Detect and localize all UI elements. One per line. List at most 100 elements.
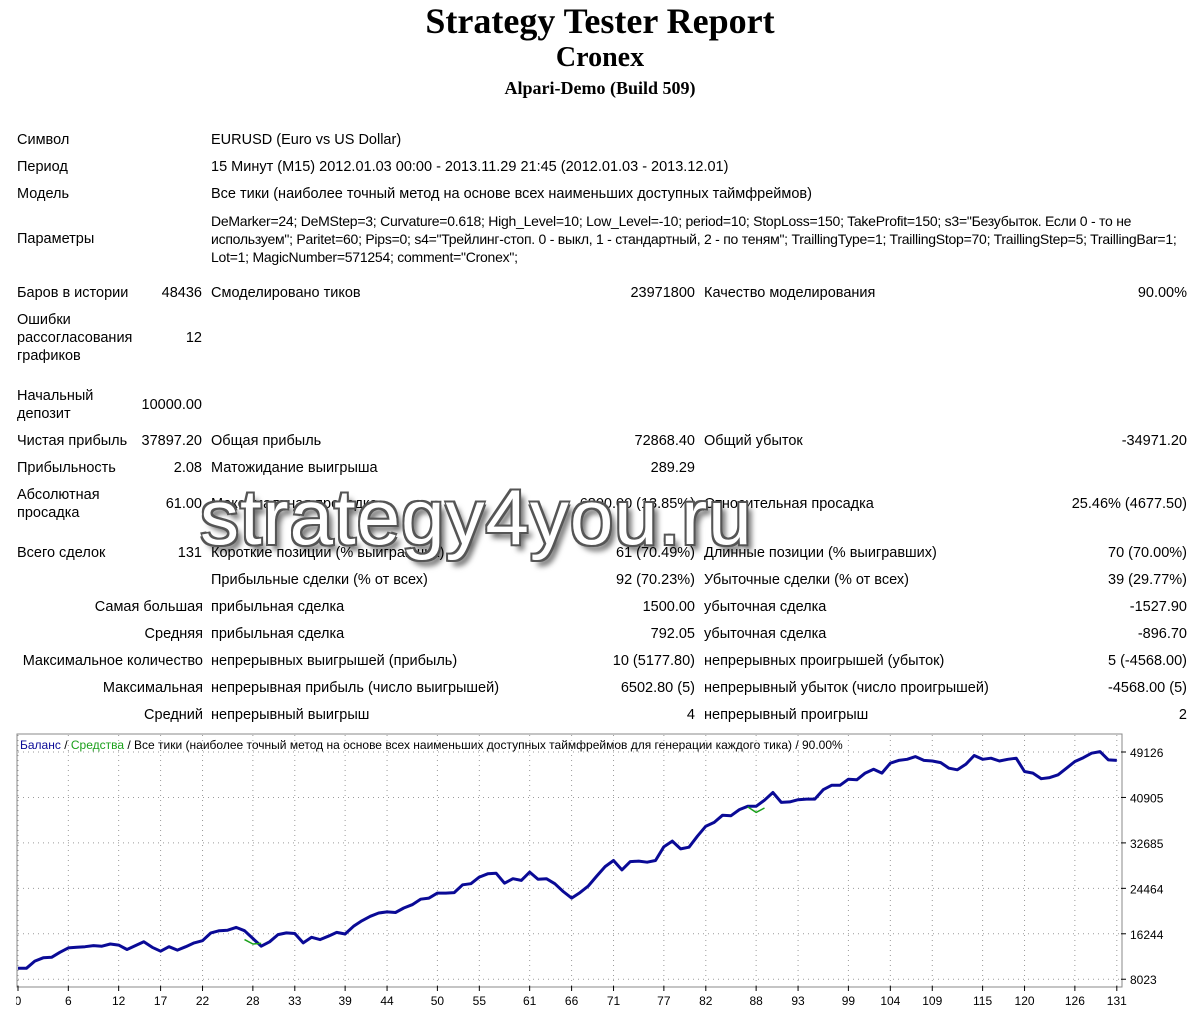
legend-balance: Баланс [20,738,61,752]
symbol-value: EURUSD (Euro vs US Dollar) [211,132,402,148]
long-positions-label: Длинные позиции (% выигравших) [704,545,937,561]
x-tick-label: 39 [338,994,352,1008]
avg-losses-label: непрерывный проигрыш [704,707,869,723]
y-tick-label: 16244 [1130,928,1164,942]
legend-description: / Все тики (наиболее точный метод на осн… [124,738,843,752]
short-positions-label: Короткие позиции (% выигравших) [211,545,445,561]
long-positions-value: 70 (70.00%) [1108,545,1187,561]
period-label: Период [17,159,68,175]
deposit-value: 10000.00 [141,397,202,413]
x-axis-labels: 0 6 12 17 22 28 33 39 44 50 55 61 66 71 77 82 88 93 99 104 1… [16,994,1127,1008]
max-cons-loss-label: непрерывный убыток (число проигрышей) [704,680,989,696]
chart-legend: Баланс / Средства / Все тики (наиболее т… [20,738,843,752]
largest-loss-label: убыточная сделка [704,599,827,615]
x-tick-label: 88 [749,994,763,1008]
x-tick-label: 104 [880,994,900,1008]
model-value: Все тики (наиболее точный метод на основ… [211,186,812,202]
payoff-value: 289.29 [650,460,695,476]
x-tick-label: 50 [431,994,445,1008]
x-tick-label: 82 [699,994,713,1008]
quality-label: Качество моделирования [704,285,876,301]
x-tick-label: 12 [112,994,126,1008]
x-tick-label: 28 [246,994,260,1008]
plot-frame [16,733,1123,988]
profit-trades-value: 92 (70.23%) [616,572,695,588]
bars-label: Баров в истории [17,285,129,301]
gross-loss-label: Общий убыток [704,433,803,449]
profit-trades-label: Прибыльные сделки (% от всех) [211,572,428,588]
bars-value: 48436 [161,285,202,301]
y-tick-label: 24464 [1130,882,1164,896]
max-cons-profit-value: 6502.80 (5) [620,680,695,696]
avg-label: Средний [144,707,203,723]
x-tick-label: 131 [1107,994,1127,1008]
x-tick-label: 109 [922,994,942,1008]
y-tick-label: 32685 [1130,837,1164,851]
x-tick-label: 126 [1065,994,1085,1008]
balance-line [18,750,1117,970]
total-trades-value: 131 [177,545,202,561]
average-profit-value: 792.05 [650,626,695,642]
abs-drawdown-value: 61.00 [165,496,202,512]
legend-separator: / [61,738,71,752]
largest-label: Самая большая [94,599,203,615]
largest-profit-label: прибыльная сделка [211,599,345,615]
profit-factor-label: Прибыльность [17,460,116,476]
symbol-label: Символ [17,132,70,148]
rel-drawdown-label: Относительная просадка [704,496,874,512]
average-loss-value: -896.70 [1137,626,1187,642]
params-label: Параметры [17,231,95,247]
avg-wins-label: непрерывный выигрыш [211,707,370,723]
x-tick-label: 66 [565,994,579,1008]
y-tick-label: 49126 [1130,746,1164,760]
average-profit-label: прибыльная сделка [211,626,345,642]
server-build: Alpari-Demo (Build 509) [504,78,696,98]
report-title: Strategy Tester Report [425,1,775,41]
loss-trades-value: 39 (29.77%) [1108,572,1187,588]
x-tick-label: 77 [657,994,671,1008]
short-positions-value: 61 (70.49%) [616,545,695,561]
max-cons-losses-value: 5 (-4568.00) [1108,653,1187,669]
total-trades-label: Всего сделок [17,545,106,561]
x-tick-label: 0 [16,994,22,1008]
rel-drawdown-value: 25.46% (4677.50) [1071,496,1187,512]
x-tick-label: 93 [791,994,805,1008]
profit-factor-value: 2.08 [173,460,202,476]
chart-lines [18,750,1117,970]
errors-value: 12 [185,330,202,346]
x-tick-label: 44 [380,994,394,1008]
equity-line [244,938,262,945]
ticks-value: 23971800 [630,285,695,301]
max-drawdown-label: Максимальная просадка [211,496,378,512]
largest-profit-value: 1500.00 [642,599,695,615]
equity-line [747,806,765,814]
ticks-label: Смоделировано тиков [211,285,361,301]
errors-label: Ошибки рассогласования графиков [17,312,133,364]
x-tick-label: 61 [523,994,537,1008]
legend-equity: Средства [71,738,124,752]
net-profit-value: 37897.20 [141,433,202,449]
max-cons-losses-label: непрерывных проигрышей (убыток) [704,653,945,669]
period-value: 15 Минут (M15) 2012.01.03 00:00 - 2013.1… [211,159,729,175]
x-tick-label: 99 [842,994,856,1008]
x-tick-label: 22 [196,994,210,1008]
max-drawdown-value: 6800.00 (13.85%) [579,496,695,512]
y-tick-label: 8023 [1130,973,1157,987]
max-cons-profit-label: непрерывная прибыль (число выигрышей) [211,680,500,696]
chart-grid [17,735,1126,991]
max-cons-wins-label: непрерывных выигрышей (прибыль) [211,653,458,669]
payoff-label: Матожидание выигрыша [211,460,378,476]
gross-profit-value: 72868.40 [634,433,695,449]
abs-drawdown-label: Абсолютная просадка [17,487,100,521]
deposit-label: Начальный депозит [17,388,94,422]
x-tick-label: 17 [154,994,168,1008]
x-tick-label: 120 [1015,994,1035,1008]
x-tick-label: 71 [607,994,621,1008]
loss-trades-label: Убыточные сделки (% от всех) [704,572,909,588]
max-cons-wins-value: 10 (5177.80) [612,653,695,669]
average-label: Средняя [144,626,203,642]
model-label: Модель [17,186,70,202]
x-tick-label: 6 [65,994,72,1008]
average-loss-label: убыточная сделка [704,626,827,642]
x-tick-label: 33 [288,994,302,1008]
